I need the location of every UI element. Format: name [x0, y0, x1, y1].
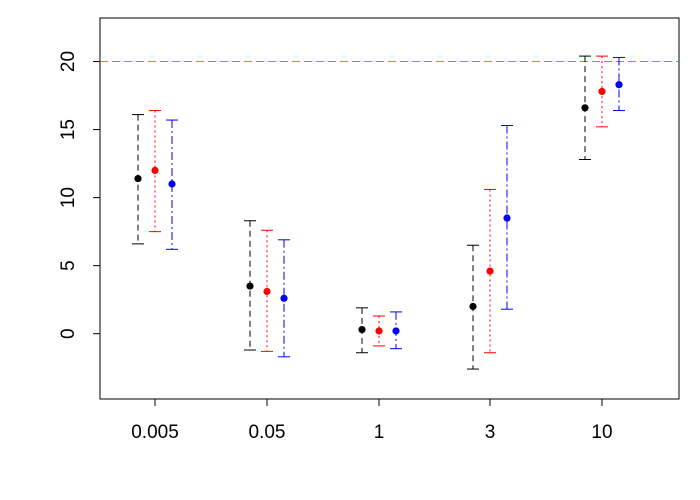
data-point [358, 326, 366, 334]
x-tick-label: 0.05 [249, 422, 286, 443]
plot-area: 0 5 10 15 20 0.005 0.05 1 3 10 [58, 17, 680, 443]
y-tick-label: 15 [58, 119, 79, 140]
data-point [280, 294, 288, 302]
data-point [392, 327, 400, 335]
data-point [598, 87, 606, 96]
data-point [469, 302, 477, 311]
x-tick-label: 0.005 [131, 422, 179, 443]
x-tick-label: 10 [591, 422, 612, 443]
data-point [615, 81, 623, 89]
data-point [151, 166, 159, 174]
data-point [263, 287, 271, 296]
data-point [581, 104, 589, 112]
x-tick-label: 1 [374, 422, 385, 443]
y-tick-label: 10 [58, 187, 79, 208]
data-point [503, 214, 511, 222]
data-point [246, 282, 254, 290]
data-point [168, 180, 176, 188]
data-point [375, 327, 383, 335]
x-tick-label: 3 [485, 422, 496, 443]
y-tick-label: 5 [58, 260, 79, 271]
y-tick-label: 20 [58, 51, 79, 72]
y-tick-label: 0 [58, 328, 79, 339]
data-point [486, 267, 494, 275]
plot-frame [99, 17, 680, 400]
data-point [134, 174, 142, 183]
